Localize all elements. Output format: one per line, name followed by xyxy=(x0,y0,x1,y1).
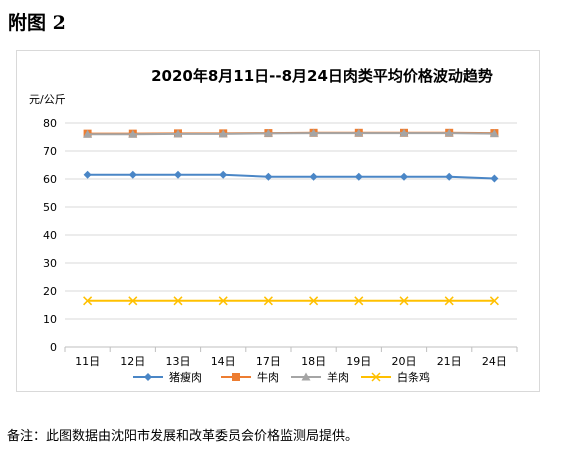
data-point xyxy=(399,296,409,306)
x-tick-label: 21日 xyxy=(437,355,462,368)
legend-item: 羊肉 xyxy=(291,370,349,384)
data-point xyxy=(173,296,183,306)
data-point xyxy=(309,172,318,181)
data-point xyxy=(128,129,138,138)
y-tick-label: 50 xyxy=(43,201,57,214)
x-axis xyxy=(64,346,518,352)
y-tick-label: 40 xyxy=(43,229,57,242)
legend: 猪瘦肉 牛肉 羊肉 白条鸡 xyxy=(133,370,430,384)
x-tick-label: 14日 xyxy=(211,355,236,368)
x-tick-label: 17日 xyxy=(256,355,281,368)
gridlines xyxy=(65,122,517,348)
data-point xyxy=(489,296,499,306)
legend-label: 羊肉 xyxy=(327,370,349,384)
chart-frame: 2020年8月11日--8月24日肉类平均价格波动趋势 元/公斤 0 10 20 30… xyxy=(16,50,540,392)
series-group xyxy=(83,128,499,306)
data-point xyxy=(218,129,228,138)
data-point xyxy=(301,372,311,381)
data-point xyxy=(371,372,381,382)
legend-item: 白条鸡 xyxy=(361,370,430,384)
y-tick-label: 30 xyxy=(43,257,57,270)
data-point xyxy=(173,129,183,138)
x-tick-label: 19日 xyxy=(346,355,371,368)
data-point xyxy=(444,128,454,137)
x-tick-label: 20日 xyxy=(392,355,417,368)
x-tick-labels: 11日 12日 13日 14日 17日 18日 19日 20日 21日 24日 xyxy=(75,355,507,368)
y-tick-label: 60 xyxy=(43,173,57,186)
data-point xyxy=(309,296,319,306)
data-point xyxy=(444,296,454,306)
data-point xyxy=(174,170,182,179)
x-tick-label: 12日 xyxy=(120,355,145,368)
x-tick-label: 18日 xyxy=(301,355,326,368)
x-tick-label: 13日 xyxy=(166,355,191,368)
series-line xyxy=(87,173,495,180)
data-point xyxy=(218,296,228,306)
data-point xyxy=(128,296,138,306)
data-point xyxy=(263,128,273,137)
legend-item: 牛肉 xyxy=(221,370,279,384)
x-tick-label: 11日 xyxy=(75,355,100,368)
series-x xyxy=(83,296,499,306)
legend-item: 猪瘦肉 xyxy=(133,370,202,384)
data-point xyxy=(400,172,408,181)
data-point xyxy=(354,172,363,181)
data-point xyxy=(263,296,273,306)
chart-title: 2020年8月11日--8月24日肉类平均价格波动趋势 xyxy=(151,67,493,85)
data-point xyxy=(83,129,93,138)
legend-label: 猪瘦肉 xyxy=(169,370,202,384)
data-point xyxy=(309,128,319,137)
data-point xyxy=(354,296,364,306)
x-tick-label: 24日 xyxy=(482,355,507,368)
data-point xyxy=(445,172,454,181)
y-tick-label: 0 xyxy=(50,341,57,354)
y-tick-label: 70 xyxy=(43,145,57,158)
data-point xyxy=(489,129,499,138)
data-point xyxy=(128,170,137,179)
y-tick-labels: 0 10 20 30 40 50 60 70 80 xyxy=(43,117,57,354)
line-chart: 2020年8月11日--8月24日肉类平均价格波动趋势 元/公斤 0 10 20 30… xyxy=(29,67,518,384)
data-point xyxy=(264,172,273,181)
series-diamond xyxy=(83,170,499,183)
data-point xyxy=(399,128,409,137)
y-axis-label: 元/公斤 xyxy=(29,93,66,106)
series-line xyxy=(87,132,495,136)
data-point xyxy=(219,170,228,179)
legend-label: 牛肉 xyxy=(257,370,279,384)
data-point xyxy=(490,174,499,183)
legend-label: 白条鸡 xyxy=(397,370,430,384)
data-point xyxy=(354,128,364,137)
data-point xyxy=(83,296,93,306)
y-tick-label: 10 xyxy=(43,313,57,326)
data-point xyxy=(232,373,240,381)
data-point xyxy=(144,373,152,381)
data-point xyxy=(83,170,92,179)
footnote: 备注：此图数据由沈阳市发展和改革委员会价格监测局提供。 xyxy=(7,429,359,444)
y-tick-label: 20 xyxy=(43,285,57,298)
series-triangle xyxy=(83,128,499,138)
y-tick-label: 80 xyxy=(43,117,57,130)
page-heading: 附图 2 xyxy=(8,12,66,34)
